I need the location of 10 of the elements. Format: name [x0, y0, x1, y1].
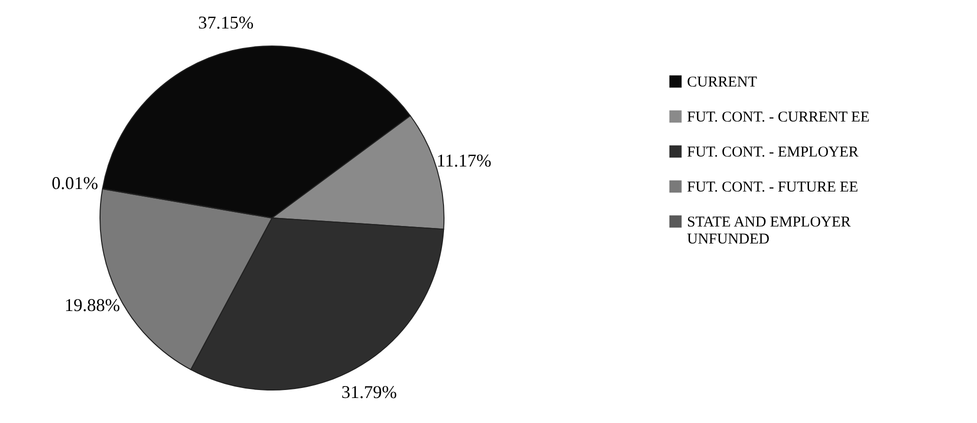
data-label: 37.15%: [198, 12, 254, 32]
legend-label: STATE AND EMPLOYER UNFUNDED: [687, 214, 851, 248]
legend-label: FUT. CONT. - FUTURE EE: [687, 180, 858, 196]
legend-label: CURRENT: [687, 74, 758, 90]
legend-label: FUT. CONT. - CURRENT EE: [687, 110, 870, 126]
legend-label: FUT. CONT. - EMPLOYER: [687, 144, 859, 160]
data-label: 31.79%: [341, 382, 397, 402]
data-label: 11.17%: [436, 150, 492, 171]
data-label: 0.01%: [52, 173, 98, 194]
data-label: 19.88%: [64, 294, 120, 315]
